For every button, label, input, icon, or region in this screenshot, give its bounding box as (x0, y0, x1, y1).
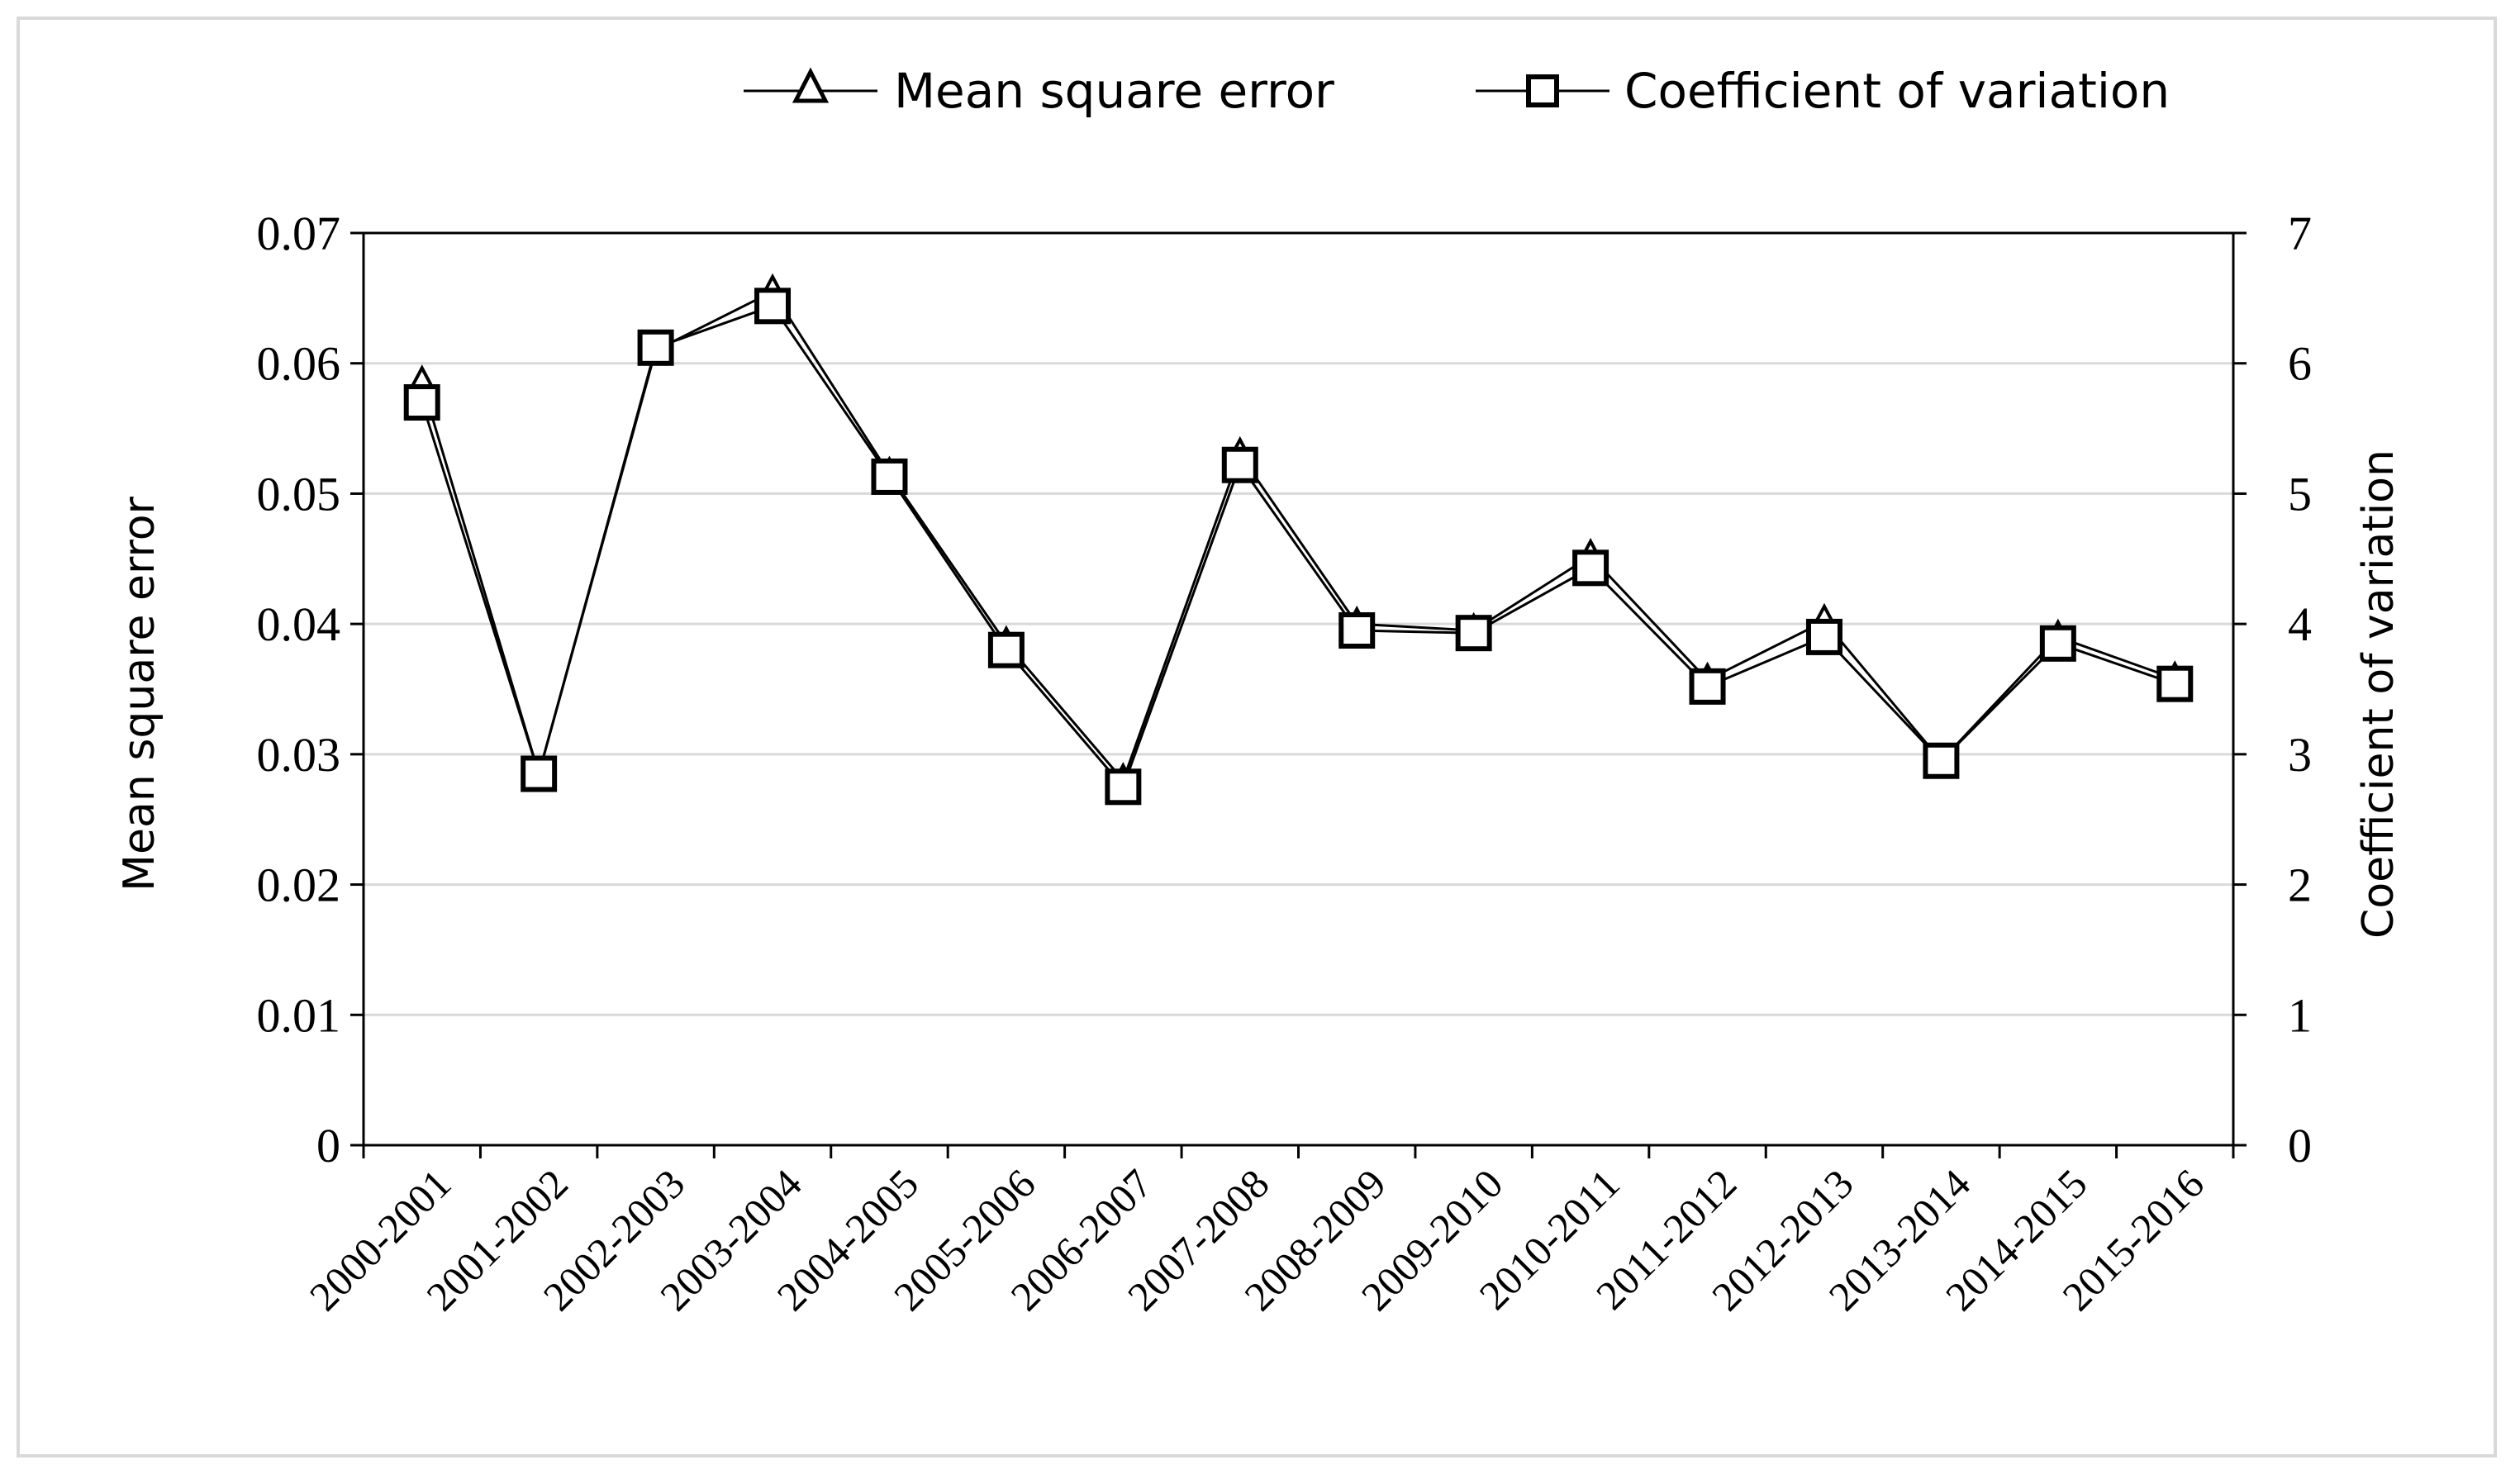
marker-square (1338, 612, 1376, 649)
y-tick-label: 0.04 (257, 597, 341, 651)
legend: Mean square error Coefficient of variati… (744, 63, 2170, 119)
y2-axis-title: Coefficient of variation (2354, 449, 2404, 939)
series-line-cv (421, 304, 2175, 790)
marker-square (1572, 549, 1609, 587)
marker-square (2156, 665, 2194, 702)
axes (350, 231, 2247, 1158)
tick-labels: 00.010.020.030.040.050.060.0701234567200… (257, 207, 2313, 1320)
marker-square (754, 288, 792, 325)
y-axis-title: Mean square error (115, 496, 164, 891)
y2-tick-label: 2 (2288, 858, 2312, 912)
legend-item-mse: Mean square error (744, 63, 1334, 119)
marker-square (403, 384, 440, 421)
y2-tick-label: 7 (2288, 207, 2312, 260)
y2-tick-label: 4 (2288, 597, 2312, 651)
marker-square (1105, 768, 1142, 806)
y2-tick-label: 3 (2288, 728, 2312, 782)
marker-square (1805, 618, 1842, 655)
y2-tick-label: 5 (2288, 467, 2312, 521)
legend-label-cv: Coefficient of variation (1624, 63, 2170, 119)
y-tick-label: 0.07 (257, 207, 341, 260)
y-tick-label: 0 (316, 1119, 340, 1172)
marker-square (1221, 446, 1258, 483)
series-group (403, 273, 2194, 806)
y-tick-label: 0.03 (257, 728, 341, 782)
marker-square (871, 458, 908, 495)
legend-triangle-icon (792, 67, 830, 103)
chart-frame (17, 17, 2497, 1458)
marker-square (2039, 625, 2076, 662)
series-line-mse (421, 290, 2175, 783)
plot-area-border (362, 231, 2235, 1147)
legend-square-icon (1526, 74, 1559, 107)
marker-square (637, 329, 674, 366)
y-tick-label: 0.01 (257, 988, 341, 1042)
marker-square (987, 631, 1025, 668)
marker-square (521, 755, 558, 792)
y2-tick-label: 6 (2288, 337, 2312, 391)
y-tick-label: 0.06 (257, 337, 341, 391)
gridlines (364, 362, 2233, 1016)
marker-square (1455, 615, 1492, 652)
marker-square (1689, 668, 1726, 705)
y-tick-label: 0.02 (257, 858, 341, 912)
y2-tick-label: 0 (2288, 1119, 2312, 1172)
legend-label-mse: Mean square error (894, 63, 1334, 119)
marker-square (1923, 742, 1960, 779)
y-tick-label: 0.05 (257, 467, 341, 521)
legend-item-cv: Coefficient of variation (1476, 63, 2170, 119)
y2-tick-label: 1 (2288, 988, 2312, 1042)
